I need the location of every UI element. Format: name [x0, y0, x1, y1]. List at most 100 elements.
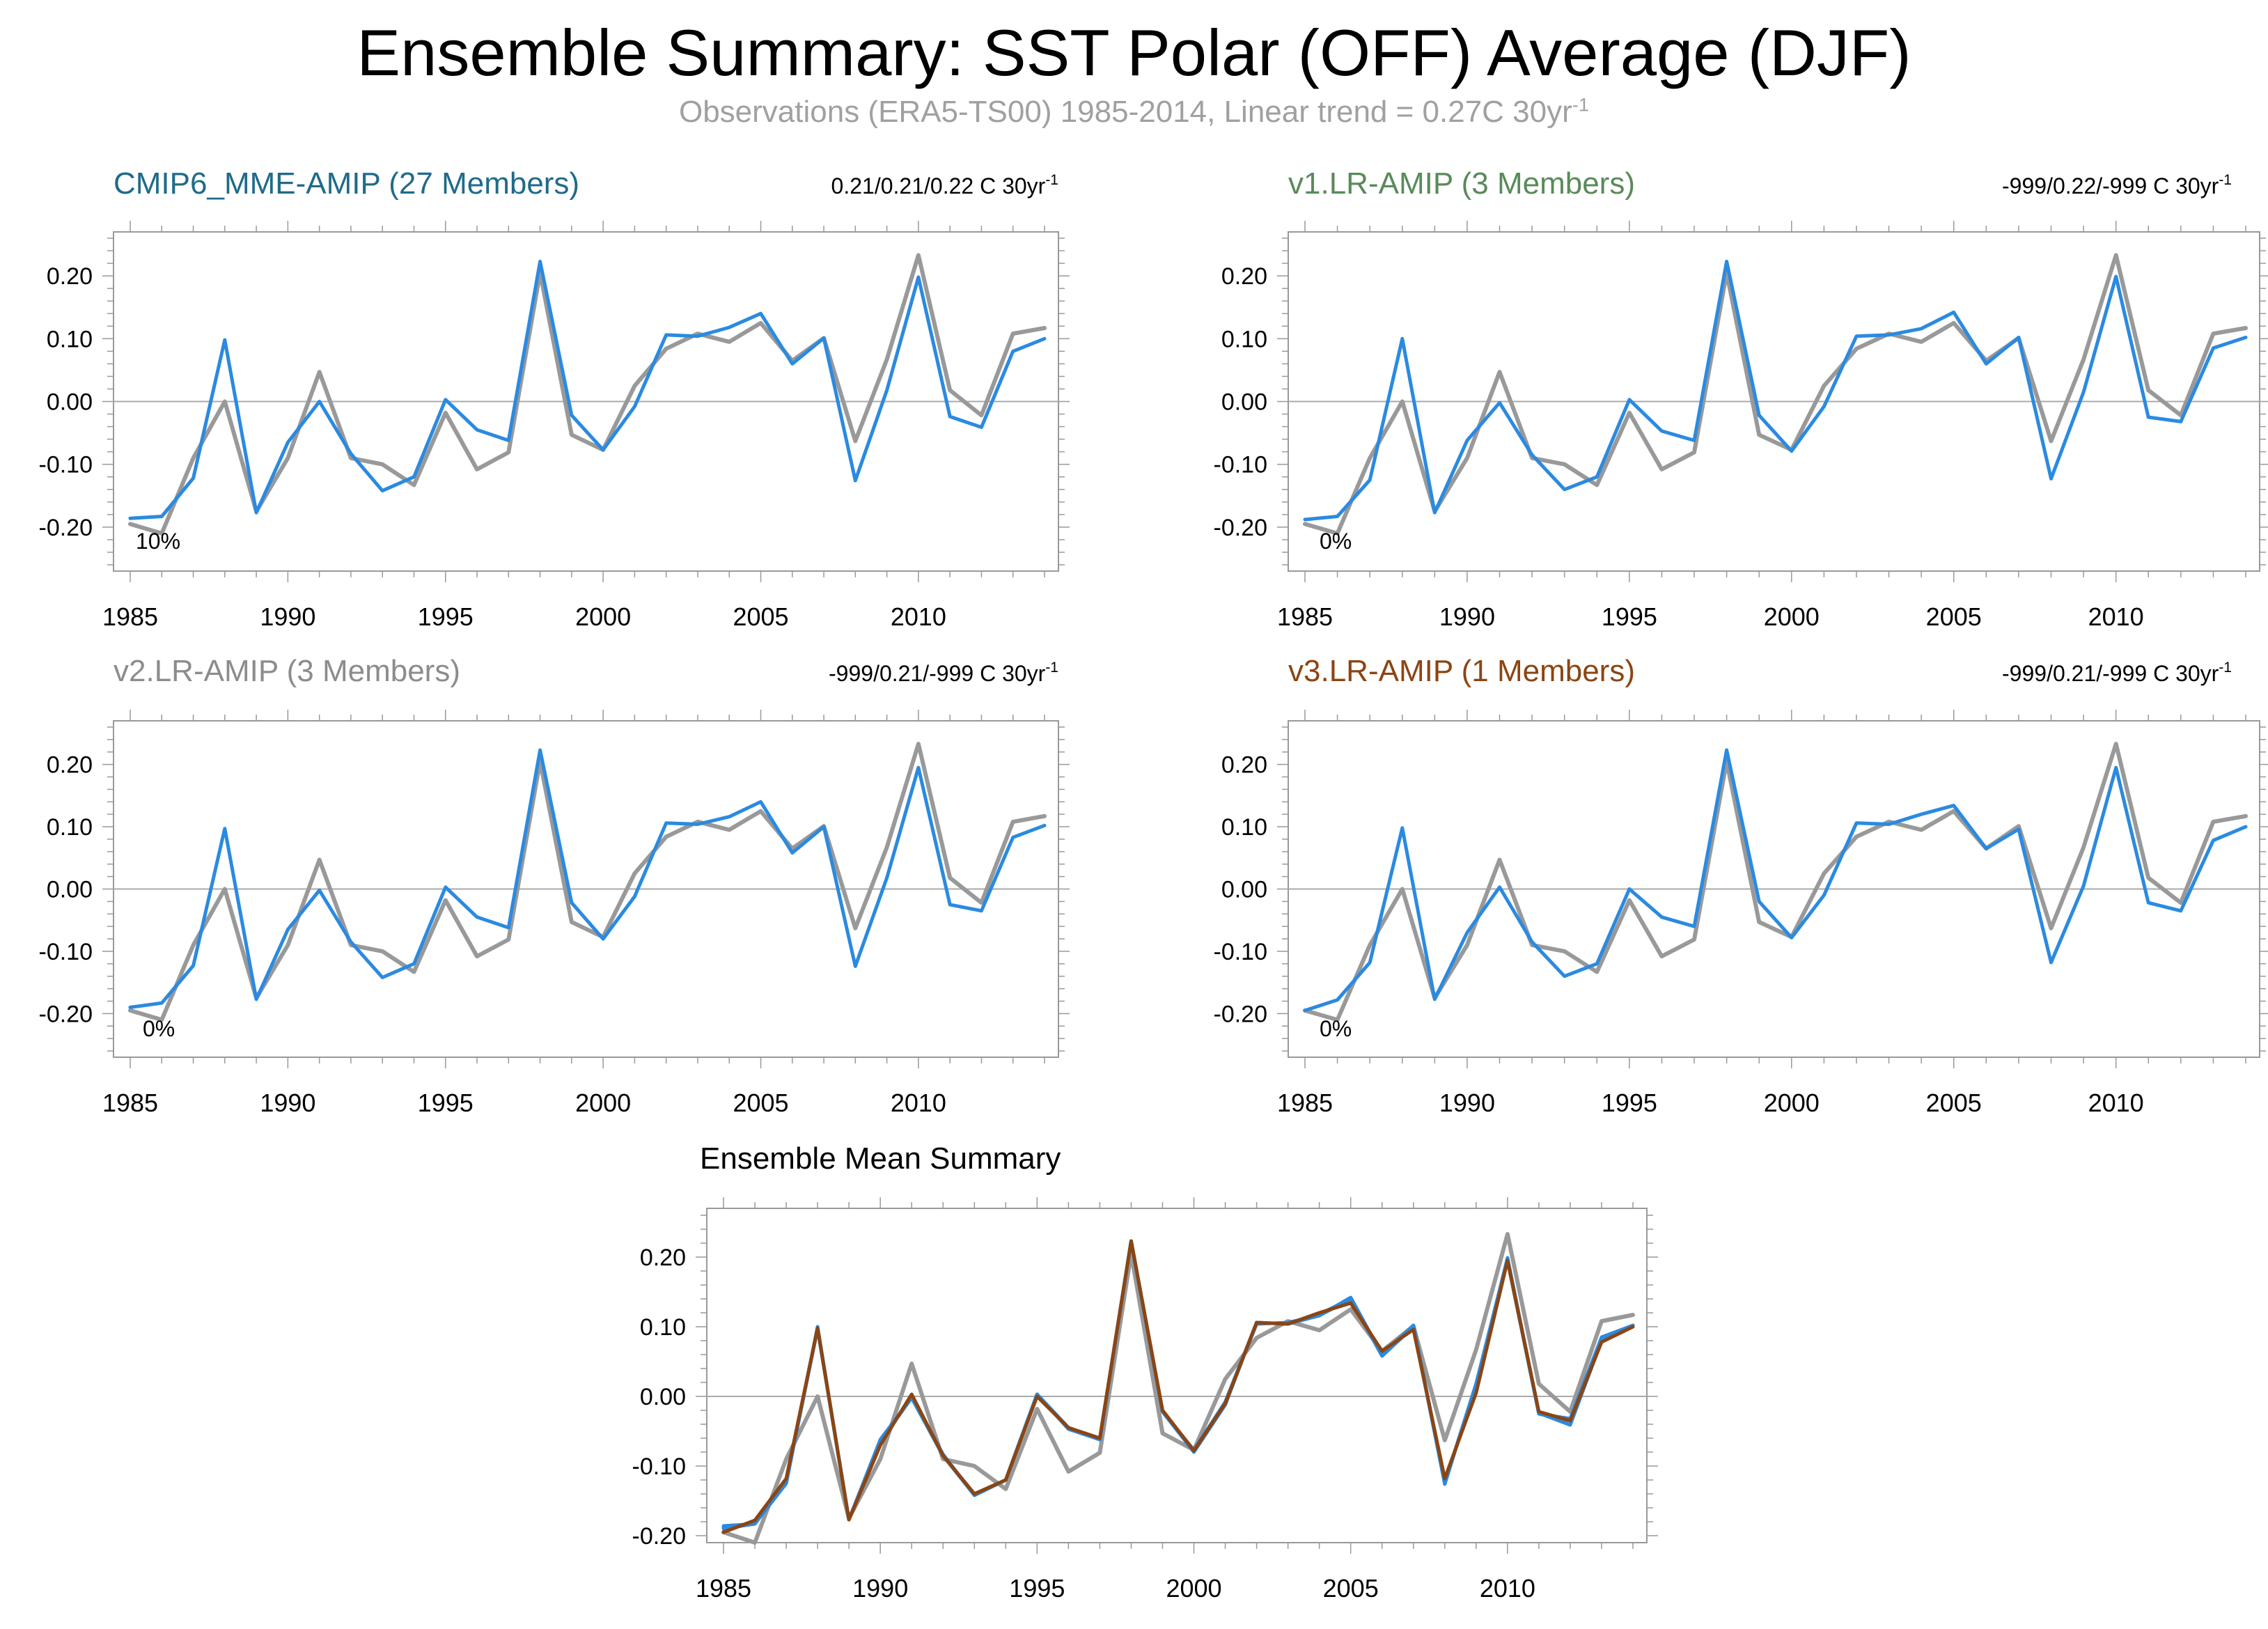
y-tick-label: 0.20 [47, 752, 93, 779]
y-tick-label: 0.20 [1221, 263, 1267, 290]
y-tick-label: 0.10 [1221, 326, 1267, 352]
model-line [721, 1239, 1635, 1529]
x-tick-label: 1995 [418, 1089, 474, 1117]
x-tick-label: 2000 [1764, 602, 1820, 631]
y-tick-label: 0.10 [47, 326, 93, 352]
x-tick-label: 2000 [575, 1089, 631, 1117]
y-tick-label: 0.00 [1221, 877, 1267, 903]
observation-line [1303, 742, 2248, 1022]
trend-text: -999/0.21/-999 C 30yr [829, 661, 1046, 686]
y-tick-label: 0.10 [640, 1314, 686, 1341]
y-tick-label: -0.10 [1214, 939, 1268, 965]
y-tick-label: 0.20 [47, 263, 93, 290]
model-line [721, 1239, 1635, 1531]
x-tick-label: 1990 [260, 1089, 315, 1117]
y-tick-label: -0.10 [39, 452, 93, 478]
x-tick-label: 1990 [1439, 1089, 1495, 1117]
trend-superscript: -1 [2219, 172, 2232, 188]
x-tick-label: 1990 [852, 1574, 908, 1603]
trend-superscript: -1 [1045, 660, 1058, 676]
x-tick-label: 2005 [733, 1089, 788, 1117]
y-tick-label: -0.20 [39, 1001, 93, 1027]
x-tick-label: 1995 [418, 602, 474, 631]
model-line [128, 748, 1047, 1009]
observation-line [721, 1232, 1635, 1545]
y-tick-label: 0.00 [47, 877, 93, 903]
observation-line [1303, 253, 2248, 536]
x-tick-label: 1985 [1277, 602, 1333, 631]
panel-title: v2.LR-AMIP (3 Members) [114, 654, 460, 688]
y-tick-label: 0.20 [1221, 752, 1267, 779]
trend-text: -999/0.22/-999 C 30yr [2002, 173, 2219, 198]
y-tick-label: -0.20 [39, 515, 93, 541]
x-tick-label: 2000 [575, 602, 631, 631]
panel-title: v1.LR-AMIP (3 Members) [1288, 166, 1635, 201]
model-line [721, 1239, 1635, 1528]
subtitle-text: Observations (ERA5-TS00) 1985-2014, Line… [678, 95, 1572, 129]
y-tick-label: 0.10 [1221, 814, 1267, 841]
x-tick-label: 2000 [1764, 1089, 1820, 1117]
percent-label: 0% [143, 1016, 175, 1041]
y-tick-label: -0.20 [1214, 1001, 1268, 1027]
x-tick-label: 2010 [1480, 1574, 1535, 1603]
x-tick-label: 1995 [1009, 1574, 1065, 1603]
x-tick-label: 1985 [1277, 1089, 1333, 1117]
panel-mean: 0.20 0.10 0.00 -0.10 -0.20 1985 1990 1995 2000 20… [632, 1141, 1658, 1603]
model-line [128, 259, 1047, 520]
y-tick-label: -0.20 [632, 1523, 687, 1550]
x-tick-label: 1990 [1439, 602, 1495, 631]
trend-label: -999/0.21/-999 C 30yr-1 [2002, 660, 2232, 686]
percent-label: 0% [1320, 1016, 1352, 1041]
page-subtitle: Observations (ERA5-TS00) 1985-2014, Line… [0, 95, 2268, 130]
trend-label: -999/0.22/-999 C 30yr-1 [2002, 172, 2232, 198]
model-line [1303, 259, 2248, 522]
trend-superscript: -1 [2219, 660, 2232, 676]
x-tick-label: 2005 [1926, 602, 1982, 631]
subtitle-superscript: -1 [1572, 93, 1590, 116]
x-tick-label: 1985 [102, 1089, 158, 1117]
x-tick-label: 2010 [2088, 1089, 2144, 1117]
y-tick-label: -0.10 [632, 1453, 687, 1480]
panel-title: CMIP6_MME-AMIP (27 Members) [114, 166, 579, 201]
plot-frame [706, 1208, 1648, 1543]
y-tick-label: -0.20 [1214, 515, 1268, 541]
trend-superscript: -1 [1045, 172, 1058, 188]
x-tick-label: 1985 [102, 602, 158, 631]
y-tick-label: 0.10 [47, 814, 93, 841]
trend-text: -999/0.21/-999 C 30yr [2002, 661, 2219, 686]
x-tick-label: 1995 [1602, 602, 1657, 631]
x-tick-label: 2010 [2088, 602, 2144, 631]
x-tick-label: 2000 [1166, 1574, 1221, 1603]
observation-line [128, 742, 1047, 1022]
x-tick-label: 1995 [1602, 1089, 1657, 1117]
percent-label: 0% [1320, 529, 1352, 554]
y-tick-label: 0.20 [640, 1245, 686, 1271]
panel-title: Ensemble Mean Summary [700, 1141, 1061, 1176]
x-tick-label: 2010 [891, 1089, 946, 1117]
panel-cmip6: 0.20 0.10 0.00 -0.10 -0.20 1985 1990 1995 2000 20… [39, 166, 1070, 631]
trend-label: 0.21/0.21/0.22 C 30yr-1 [831, 172, 1058, 198]
x-tick-label: 2010 [891, 602, 946, 631]
x-tick-label: 2005 [1926, 1089, 1982, 1117]
panel-title: v3.LR-AMIP (1 Members) [1288, 654, 1635, 688]
panel-v2: 0.20 0.10 0.00 -0.10 -0.20 1985 1990 1995 2000 20… [39, 654, 1070, 1117]
observation-line [128, 253, 1047, 536]
model-line [1303, 748, 2248, 1013]
x-tick-label: 1990 [260, 602, 315, 631]
trend-label: -999/0.21/-999 C 30yr-1 [829, 660, 1058, 686]
y-tick-label: 0.00 [47, 389, 93, 416]
y-tick-label: 0.00 [1221, 389, 1267, 416]
page-title: Ensemble Summary: SST Polar (OFF) Averag… [357, 16, 1911, 89]
percent-label: 10% [136, 529, 180, 554]
panel-v3: 0.20 0.10 0.00 -0.10 -0.20 1985 1990 1995 2000 20… [1214, 654, 2268, 1117]
panel-v1: 0.20 0.10 0.00 -0.10 -0.20 1985 1990 1995 2000 20… [1214, 166, 2268, 631]
x-tick-label: 2005 [733, 602, 788, 631]
y-tick-label: 0.00 [640, 1384, 686, 1410]
x-tick-label: 2005 [1323, 1574, 1379, 1603]
y-tick-label: -0.10 [39, 939, 93, 965]
trend-text: 0.21/0.21/0.22 C 30yr [831, 173, 1046, 198]
x-tick-label: 1985 [696, 1574, 751, 1603]
y-tick-label: -0.10 [1214, 452, 1268, 478]
model-line [721, 1239, 1635, 1534]
